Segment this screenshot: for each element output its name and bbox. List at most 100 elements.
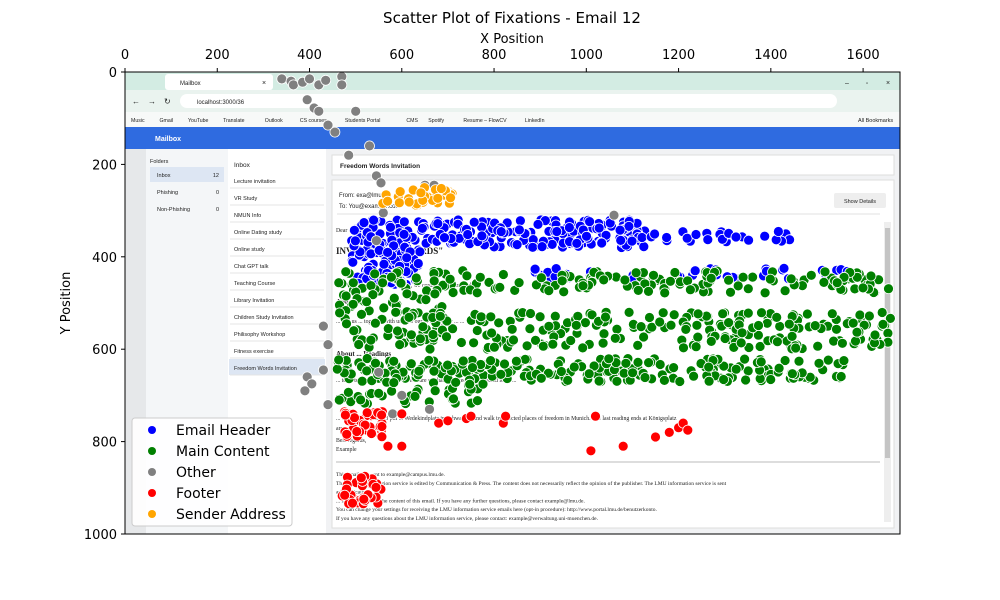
legend-label: Main Content bbox=[176, 444, 270, 460]
fixation-point-main-content bbox=[665, 275, 676, 287]
fixation-point-main-content bbox=[692, 308, 704, 320]
fixation-point-main-content bbox=[668, 362, 679, 374]
folder-item-count: 0 bbox=[216, 190, 219, 196]
fixation-point-main-content bbox=[659, 374, 670, 386]
fixation-point-other bbox=[276, 73, 288, 85]
fixation-point-main-content bbox=[765, 374, 777, 385]
fixation-point-main-content bbox=[847, 317, 859, 329]
fixation-point-email-header bbox=[432, 218, 444, 230]
fixation-point-main-content bbox=[883, 283, 894, 295]
legend-marker bbox=[148, 468, 156, 476]
fixation-point-main-content bbox=[477, 378, 489, 390]
fixation-point-email-header bbox=[414, 246, 426, 258]
bookmark-item: YouTube bbox=[188, 118, 208, 124]
fixation-point-main-content bbox=[851, 271, 863, 283]
fixation-point-main-content bbox=[822, 354, 834, 366]
fixation-point-main-content bbox=[580, 317, 591, 329]
fixation-point-email-header bbox=[638, 241, 650, 253]
email-item-title: VR Study bbox=[234, 196, 257, 202]
fixation-point-email-header bbox=[571, 237, 583, 249]
fixation-point-sender-address bbox=[394, 186, 406, 198]
browser-tab bbox=[165, 74, 273, 90]
fixation-point-email-header bbox=[385, 221, 396, 233]
fixation-point-main-content bbox=[692, 331, 704, 343]
fixation-point-main-content bbox=[442, 359, 454, 371]
y-axis-label: Y Position bbox=[59, 272, 74, 336]
fixation-point-email-header bbox=[689, 265, 701, 277]
bookmark-item: LinkedIn bbox=[525, 118, 545, 124]
fixation-point-main-content bbox=[390, 306, 402, 318]
fixation-point-email-header bbox=[550, 263, 562, 275]
email-from: From: exa@lmu.de bbox=[339, 193, 391, 199]
fixation-point-main-content bbox=[427, 329, 439, 340]
fixation-point-main-content bbox=[643, 357, 654, 369]
fixation-point-main-content bbox=[333, 277, 345, 289]
bookmark-item: Outlook bbox=[265, 118, 283, 124]
fixation-point-main-content bbox=[611, 375, 623, 387]
fixation-point-main-content bbox=[403, 311, 415, 323]
x-tick-label: 1200 bbox=[662, 48, 695, 63]
email-body-line: Example bbox=[336, 447, 357, 453]
legend-label: Email Header bbox=[176, 423, 271, 439]
fixation-point-main-content bbox=[341, 318, 352, 330]
fixation-point-main-content bbox=[485, 355, 497, 367]
email-body-line: About ... Readings bbox=[336, 350, 391, 358]
fixation-point-main-content bbox=[455, 337, 467, 348]
fixation-point-main-content bbox=[674, 376, 686, 387]
fixation-point-footer bbox=[617, 440, 629, 452]
fixation-point-main-content bbox=[558, 286, 570, 298]
fixation-point-main-content bbox=[392, 325, 403, 337]
fixation-point-main-content bbox=[773, 362, 785, 374]
fixation-point-footer bbox=[500, 410, 512, 422]
fixation-point-main-content bbox=[659, 287, 671, 299]
subject-bar bbox=[331, 154, 895, 176]
fixation-point-main-content bbox=[543, 320, 555, 332]
folder-item-selected bbox=[150, 167, 224, 182]
y-tick-label: 400 bbox=[92, 251, 117, 266]
fixation-point-main-content bbox=[444, 273, 456, 285]
fixation-point-main-content bbox=[565, 335, 577, 346]
fixation-point-other bbox=[317, 364, 329, 376]
legend-label: Other bbox=[176, 465, 216, 481]
y-tick-label: 0 bbox=[109, 66, 117, 81]
fixation-point-email-header bbox=[412, 258, 424, 269]
fixation-point-main-content bbox=[457, 355, 469, 367]
folder-item-name: Phishing bbox=[157, 190, 178, 196]
fixation-point-main-content bbox=[630, 267, 642, 279]
fixation-point-main-content bbox=[755, 356, 767, 368]
email-item-title: Online study bbox=[234, 247, 265, 253]
fixation-point-main-content bbox=[342, 386, 354, 398]
fixation-point-main-content bbox=[334, 307, 346, 319]
fixation-point-main-content bbox=[382, 323, 394, 335]
fixation-point-main-content bbox=[632, 339, 644, 351]
email-body-line: ... texts to the ... performances. You a… bbox=[336, 377, 517, 384]
fixation-point-other bbox=[317, 320, 329, 332]
fixation-point-main-content bbox=[753, 320, 764, 331]
fixation-point-main-content bbox=[742, 307, 754, 319]
fixation-point-footer bbox=[376, 421, 388, 432]
fixation-point-email-header bbox=[743, 234, 754, 246]
fixation-point-footer bbox=[339, 409, 351, 421]
fixation-point-main-content bbox=[854, 309, 866, 321]
fixation-point-main-content bbox=[497, 269, 509, 280]
fixation-point-main-content bbox=[441, 331, 452, 343]
fixation-point-main-content bbox=[447, 287, 459, 298]
fixation-point-main-content bbox=[365, 280, 377, 292]
bookmark-item: CS courses bbox=[300, 118, 327, 124]
fixation-point-main-content bbox=[524, 323, 536, 335]
fixation-point-main-content bbox=[409, 390, 421, 402]
bookmark-item: Students Portal bbox=[345, 118, 380, 124]
fixation-point-main-content bbox=[549, 310, 561, 322]
fixation-point-main-content bbox=[754, 341, 766, 352]
fixation-point-main-content bbox=[623, 306, 635, 318]
fixation-point-footer bbox=[682, 424, 694, 436]
fixation-point-footer bbox=[347, 497, 358, 509]
fixation-point-other bbox=[375, 177, 387, 189]
fixation-point-other bbox=[370, 235, 382, 247]
fixation-point-footer bbox=[433, 417, 445, 429]
x-tick-label: 800 bbox=[482, 48, 507, 63]
email-item-title: Philisophy Workshop bbox=[234, 332, 285, 338]
fixation-point-footer bbox=[396, 408, 408, 420]
fixation-point-other bbox=[304, 73, 315, 85]
fixation-point-main-content bbox=[813, 357, 825, 369]
